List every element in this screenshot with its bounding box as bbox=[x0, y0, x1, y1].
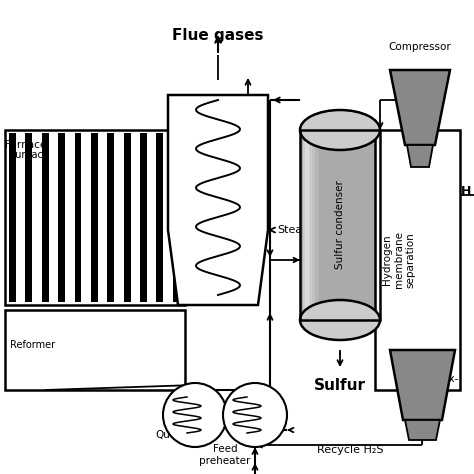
Bar bbox=[303, 132, 307, 318]
Bar bbox=[5, 310, 185, 390]
Text: Ex-: Ex- bbox=[443, 374, 459, 384]
Bar bbox=[375, 130, 460, 390]
Text: Flue gases: Flue gases bbox=[172, 27, 264, 43]
Circle shape bbox=[223, 383, 287, 447]
Bar bbox=[173, 133, 180, 302]
Bar bbox=[315, 132, 317, 318]
Bar bbox=[313, 132, 316, 318]
Bar bbox=[26, 133, 32, 302]
Polygon shape bbox=[168, 95, 268, 305]
Text: Furnace: Furnace bbox=[5, 140, 46, 150]
Bar bbox=[317, 132, 319, 318]
Bar bbox=[9, 133, 16, 302]
Polygon shape bbox=[407, 145, 433, 167]
Bar bbox=[300, 130, 380, 320]
Text: Steam: Steam bbox=[277, 225, 313, 235]
Polygon shape bbox=[405, 420, 440, 440]
Text: Hydrogen
membrane
separation: Hydrogen membrane separation bbox=[382, 231, 415, 289]
Bar bbox=[307, 132, 310, 318]
Ellipse shape bbox=[300, 300, 380, 340]
Bar bbox=[305, 132, 309, 318]
Polygon shape bbox=[390, 350, 455, 420]
Bar bbox=[107, 133, 114, 302]
Bar bbox=[124, 133, 131, 302]
Text: Quencher: Quencher bbox=[155, 430, 206, 440]
Ellipse shape bbox=[300, 110, 380, 150]
Bar bbox=[140, 133, 147, 302]
Bar bbox=[91, 133, 98, 302]
Bar bbox=[309, 132, 312, 318]
Bar bbox=[156, 133, 164, 302]
Bar bbox=[58, 133, 65, 302]
Bar bbox=[42, 133, 49, 302]
Text: Compressor: Compressor bbox=[389, 42, 451, 52]
Polygon shape bbox=[390, 70, 450, 145]
Bar bbox=[311, 132, 314, 318]
Bar bbox=[300, 130, 380, 320]
Text: H: H bbox=[461, 185, 471, 198]
Text: Recycle H₂S: Recycle H₂S bbox=[317, 445, 383, 455]
Text: Feed
preheater: Feed preheater bbox=[199, 444, 251, 466]
Circle shape bbox=[163, 383, 227, 447]
Text: Furnace: Furnace bbox=[10, 150, 49, 160]
Text: Reformer: Reformer bbox=[10, 340, 55, 350]
Bar bbox=[74, 133, 82, 302]
Text: Sulfur: Sulfur bbox=[314, 377, 366, 392]
Text: Sulfur condenser: Sulfur condenser bbox=[335, 181, 345, 269]
Bar bbox=[5, 130, 185, 305]
